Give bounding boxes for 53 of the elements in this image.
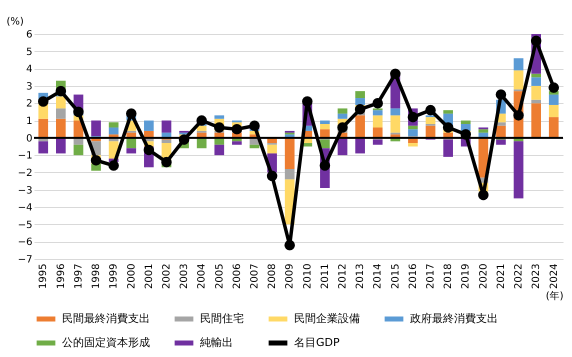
legend-label: 民間最終消費支出 (62, 312, 150, 325)
x-tick-label: 2000 (126, 264, 138, 289)
x-tick-label: 1998 (91, 264, 102, 289)
x-tick-label: 2020 (478, 264, 490, 289)
y-tick-label: 4 (26, 64, 32, 76)
x-tick-label: 2014 (372, 264, 384, 289)
x-tick-label: 2012 (338, 264, 349, 289)
x-tick-label: 2016 (408, 264, 419, 289)
x-tick-label: 2024 (548, 264, 560, 289)
y-tick-label: 6 (26, 30, 32, 40)
x-tick-label: 2018 (443, 264, 454, 289)
legend-label: 名目GDP (294, 336, 340, 349)
legend-label: 純輸出 (200, 336, 233, 349)
x-tick-label: 1996 (56, 264, 67, 289)
x-tick-label: 2022 (514, 264, 525, 289)
legend-label: 民間企業設備 (294, 312, 360, 325)
x-tick-label: 2015 (390, 264, 402, 289)
y-axis-title: (%) (6, 16, 24, 28)
x-tick-label: 2006 (232, 264, 243, 289)
y-tick-label: −7 (18, 254, 32, 266)
x-tick-label: 2017 (426, 264, 437, 289)
x-tick-label: 1997 (73, 264, 84, 289)
y-tick-label: −2 (18, 168, 32, 179)
y-tick-label: 0 (26, 133, 32, 144)
y-tick-label: −3 (18, 185, 32, 196)
y-tick-label: −1 (18, 150, 32, 162)
x-tick-label: 2023 (531, 264, 542, 289)
y-tick-label: 2 (26, 98, 32, 110)
y-tick-label: −4 (18, 202, 32, 214)
x-tick-label: 2007 (249, 264, 260, 289)
legend-label: 政府最終消費支出 (410, 312, 498, 325)
x-tick-label: 2002 (161, 264, 172, 289)
x-tick-label: 2021 (496, 264, 507, 289)
legend-label: 民間住宅 (200, 312, 244, 325)
x-tick-label: 2009 (284, 264, 296, 289)
legend-label: 公的固定資本形成 (62, 336, 150, 349)
x-tick-label: 2010 (302, 264, 314, 289)
x-axis-title: (年) (546, 290, 564, 302)
y-tick-label: 5 (26, 46, 32, 58)
x-tick-label: 2019 (460, 264, 472, 289)
y-tick-label: 1 (26, 116, 32, 128)
x-tick-label: 2011 (320, 264, 331, 289)
x-tick-label: 2004 (196, 264, 208, 289)
x-tick-label: 1999 (108, 264, 120, 289)
x-tick-label: 2001 (144, 264, 155, 289)
y-tick-label: −6 (18, 237, 32, 248)
y-tick-label: −5 (18, 220, 32, 231)
x-tick-label: 2008 (267, 264, 278, 289)
x-tick-label: 2013 (355, 264, 366, 289)
x-tick-label: 2005 (214, 264, 226, 289)
x-tick-label: 1995 (38, 264, 50, 289)
x-tick-label: 2003 (179, 264, 190, 289)
y-tick-label: 3 (26, 81, 32, 92)
